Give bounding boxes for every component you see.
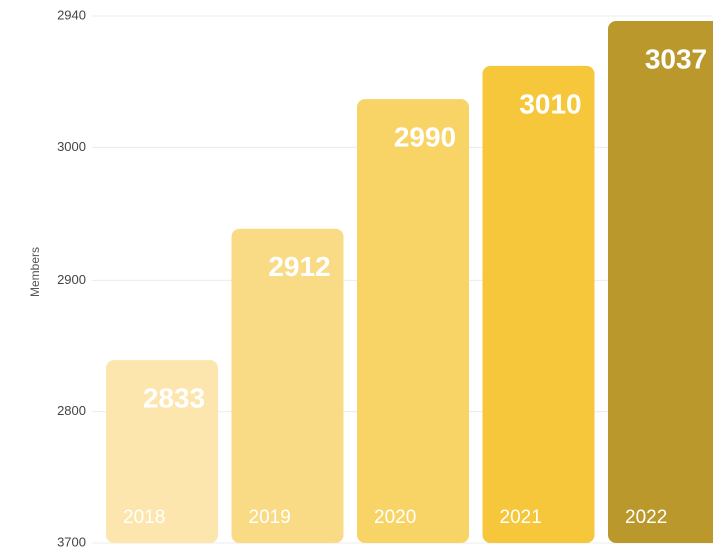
x-tick-label: 2022 xyxy=(625,507,667,528)
y-tick-label: 2800 xyxy=(57,403,86,418)
bar xyxy=(608,20,713,543)
bar xyxy=(231,228,344,543)
bar xyxy=(357,99,469,543)
y-tick-label: 3700 xyxy=(57,534,86,549)
x-tick-label: 2019 xyxy=(249,507,291,528)
y-tick-label: 3000 xyxy=(57,139,86,154)
data-label: 2990 xyxy=(394,122,456,153)
x-tick-label: 2020 xyxy=(374,507,416,528)
y-tick-label: 2900 xyxy=(57,272,86,287)
data-label: 2912 xyxy=(268,251,330,282)
data-label: 2833 xyxy=(143,383,205,414)
data-label: 3037 xyxy=(645,43,707,74)
bar xyxy=(106,360,218,543)
x-tick-label: 2018 xyxy=(123,507,165,528)
x-tick-label: 2021 xyxy=(500,507,542,528)
y-tick-label: 2940 xyxy=(57,7,86,22)
y-axis-label: Members xyxy=(28,247,42,297)
data-label: 3010 xyxy=(519,88,581,119)
bar xyxy=(482,65,595,544)
